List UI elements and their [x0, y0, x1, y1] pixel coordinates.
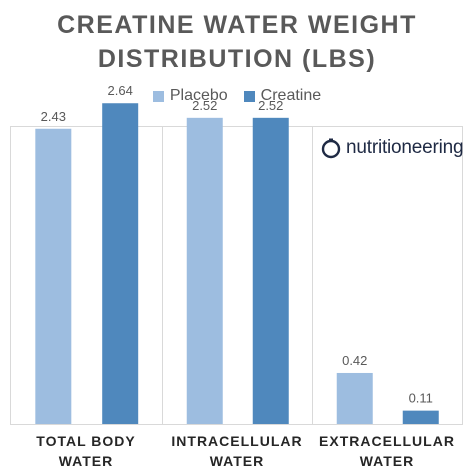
- legend: Placebo Creatine: [0, 87, 474, 105]
- bar-creatine-2: [252, 117, 289, 424]
- legend-item-creatine: Creatine: [243, 87, 322, 105]
- bar-placebo-2: [186, 117, 223, 424]
- category-label-3-line-1: EXTRACELLULAR: [319, 433, 455, 449]
- legend-label-creatine: Creatine: [260, 87, 322, 104]
- category-label-1-line-1: TOTAL BODY: [36, 433, 135, 449]
- panel-2: [162, 126, 313, 425]
- title-line-2: DISTRIBUTION (LBS): [97, 45, 377, 73]
- data-label-creatine-2: 2.52: [258, 98, 283, 113]
- logo-text: nutritioneering: [346, 137, 464, 158]
- logo: nutritioneering: [320, 137, 464, 159]
- panel-3: [312, 126, 463, 425]
- legend-swatch-creatine: [243, 90, 255, 102]
- panel-1: [10, 126, 163, 425]
- bar-creatine-1: [102, 103, 139, 425]
- logo-icon: [321, 138, 341, 159]
- bar-creatine-3: [402, 410, 439, 424]
- legend-label-placebo: Placebo: [169, 87, 228, 104]
- title-line-1: CREATINE WATER WEIGHT: [57, 11, 417, 39]
- data-label-creatine-3: 0.11: [409, 391, 433, 406]
- data-label-placebo-3: 0.42: [342, 353, 367, 368]
- category-label-2-line-1: INTRACELLULAR: [171, 433, 302, 449]
- category-label-2-line-2: WATER: [210, 453, 265, 469]
- legend-swatch-placebo: [152, 90, 164, 102]
- category-label-3-line-2: WATER: [360, 453, 415, 469]
- data-label-placebo-1: 2.43: [41, 109, 66, 124]
- category-label-1-line-2: WATER: [59, 453, 114, 469]
- data-label-placebo-2: 2.52: [192, 98, 217, 113]
- legend-item-placebo: Placebo: [152, 87, 228, 105]
- chart-title: CREATINE WATER WEIGHT DISTRIBUTION (LBS): [0, 8, 474, 76]
- bar-placebo-1: [35, 128, 72, 424]
- bar-placebo-3: [336, 372, 373, 424]
- data-label-creatine-1: 2.64: [108, 83, 133, 98]
